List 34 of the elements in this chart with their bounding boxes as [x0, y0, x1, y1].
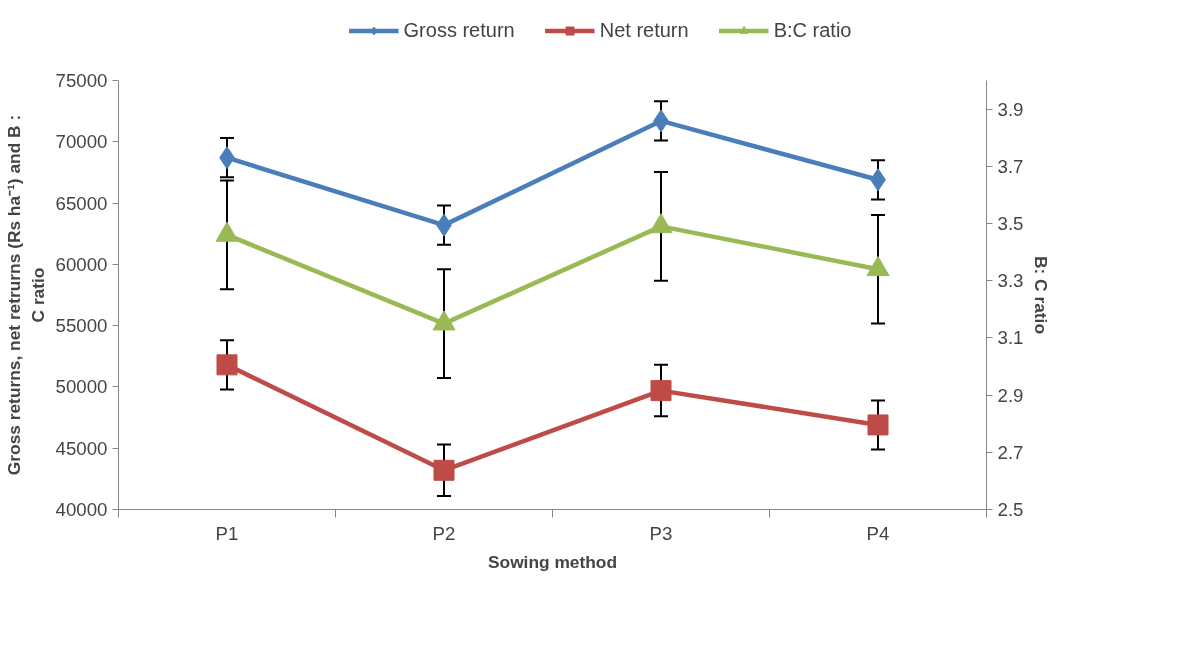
- y-tick-label: 55000: [55, 315, 108, 337]
- y-tick-label: 50000: [55, 376, 108, 398]
- point: [432, 310, 456, 331]
- y-tick-label: 60000: [55, 253, 108, 275]
- y-axis-title: Gross returns, net retrurns (Rs ha⁻¹) and B : C ratio: [3, 114, 48, 476]
- legend-label: Gross return: [403, 18, 515, 42]
- point: [867, 414, 889, 436]
- y2-tick-label: 3.9: [997, 98, 1024, 120]
- point: [433, 459, 455, 481]
- y2-tick-label: 3.5: [997, 213, 1024, 234]
- x-tick-label: P1: [215, 522, 239, 544]
- y2-tick-label: 2.7: [997, 441, 1024, 463]
- y-tick-label: 45000: [55, 437, 108, 459]
- point: [215, 221, 239, 242]
- y-tick-label: 70000: [55, 131, 108, 153]
- x-tick-label: P4: [866, 522, 890, 544]
- point: [866, 256, 890, 277]
- point: [649, 213, 673, 234]
- y-tick-label: 65000: [55, 192, 108, 214]
- x-tick-label: P2: [432, 522, 456, 544]
- legend-label: Net return: [599, 18, 689, 42]
- y-tick-label: 75000: [55, 70, 108, 91]
- point: [216, 354, 238, 376]
- x-axis-title: Sowing method: [488, 551, 618, 572]
- y2-tick-label: 3.3: [997, 270, 1024, 292]
- y2-tick-label: 2.9: [997, 384, 1024, 406]
- x-tick-label: P3: [649, 522, 673, 544]
- y-tick-label: 40000: [55, 499, 108, 520]
- point: [650, 380, 672, 402]
- y2-tick-label: 3.1: [997, 327, 1024, 349]
- y2-tick-label: 2.5: [997, 499, 1024, 520]
- y2-tick-label: 3.7: [997, 155, 1024, 177]
- legend-label: B:C ratio: [773, 18, 852, 42]
- y2-axis-title: B: C ratio: [1031, 256, 1052, 334]
